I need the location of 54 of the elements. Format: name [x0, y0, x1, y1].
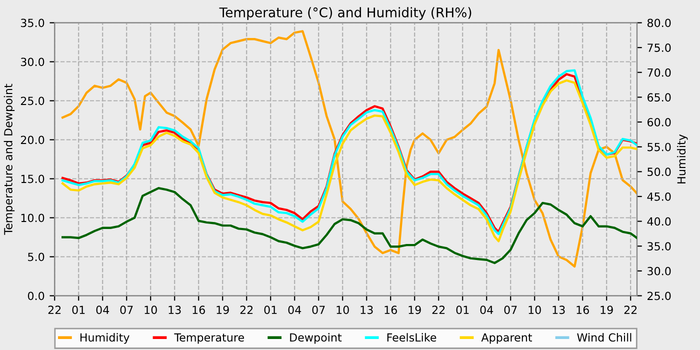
legend-label: Dewpoint — [290, 333, 342, 344]
x-tick-label: 16 — [192, 306, 205, 314]
x-tick-label: 04 — [96, 306, 110, 314]
y2-tick-label: 75.0 — [648, 44, 671, 52]
y-tick-label: 5.0 — [28, 252, 44, 262]
y2-tick-label: 50.0 — [648, 168, 671, 176]
x-tick-label: 10 — [336, 306, 349, 314]
x-tick-label: 13 — [360, 306, 373, 314]
y-tick-label: 20.0 — [20, 136, 44, 144]
y-tick-label: 30.0 — [20, 58, 44, 66]
x-tick-label: 13 — [552, 306, 565, 314]
x-tick-label: 04 — [288, 306, 302, 314]
y2-tick-label: 55.0 — [648, 142, 671, 152]
legend-label: FeelsLike — [387, 333, 436, 342]
y-tick-label: 25.0 — [20, 96, 44, 106]
x-tick-label: 19 — [408, 306, 421, 314]
x-tick-label: 22 — [624, 306, 637, 314]
x-tick-label: 19 — [600, 306, 613, 314]
legend-label: Apparent — [481, 333, 532, 344]
y2-tick-label: 60.0 — [648, 118, 671, 126]
x-tick-label: 07 — [504, 306, 517, 314]
y2-tick-label: 35.0 — [648, 242, 671, 250]
y-tick-label: 10.0 — [21, 214, 44, 222]
legend-label: Temperature — [174, 333, 244, 344]
y2-axis-title: Humidity — [677, 134, 688, 184]
x-tick-label: 22 — [240, 306, 253, 314]
y-tick-label: 0.0 — [28, 292, 44, 300]
y2-tick-label: 45.0 — [647, 192, 671, 201]
x-tick-label: 22 — [432, 306, 445, 314]
chart-title: Temperature (°C) and Humidity (RH%) — [219, 7, 472, 20]
legend-label: Humidity — [80, 333, 130, 344]
y2-tick-label: 70.0 — [648, 68, 671, 77]
x-tick-label: 19 — [216, 306, 229, 314]
y2-tick-label: 65.0 — [648, 93, 671, 102]
x-tick-label: 10 — [528, 306, 541, 314]
x-tick-label: 22 — [48, 306, 61, 314]
x-tick-label: 01 — [456, 306, 469, 314]
y-axis-title: Temperature and Dewpoint — [4, 84, 15, 235]
y2-tick-label: 25.0 — [648, 292, 671, 300]
x-tick-label: 07 — [120, 306, 133, 314]
x-tick-label: 16 — [576, 306, 589, 314]
y-tick-label: 35.0 — [20, 18, 44, 28]
x-tick-label: 01 — [72, 306, 85, 314]
x-tick-label: 01 — [264, 306, 277, 314]
y2-tick-label: 80.0 — [647, 18, 671, 28]
legend-label: Wind Chill — [577, 333, 632, 342]
y2-tick-label: 30.0 — [648, 266, 671, 276]
x-tick-label: 16 — [384, 306, 397, 314]
x-tick-label: 07 — [312, 306, 325, 314]
x-tick-label: 13 — [168, 306, 181, 314]
x-tick-label: 10 — [144, 306, 157, 314]
y-tick-label: 15.0 — [21, 174, 44, 184]
y2-tick-label: 40.0 — [647, 217, 671, 226]
x-tick-label: 04 — [480, 306, 494, 314]
